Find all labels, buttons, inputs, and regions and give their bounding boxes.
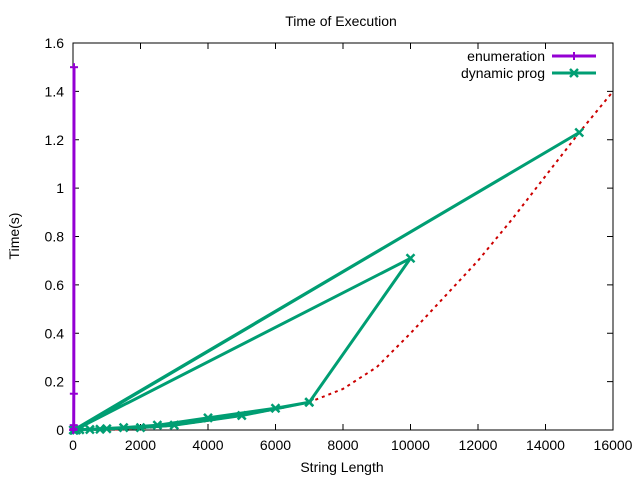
axis-ticks: 0 2000 4000 6000 8000 10000 12000 14000 16000 0 0.…	[45, 35, 633, 453]
series-enumeration	[69, 63, 79, 434]
plot-border	[72, 42, 614, 431]
chart-title: Time of Execution	[285, 13, 397, 29]
series-dynamic-prog	[68, 127, 585, 435]
y-tick-label: 0.6	[45, 277, 65, 293]
x-tick-label: 8000	[327, 437, 358, 453]
y-axis-label: Time(s)	[6, 213, 22, 260]
y-tick-label: 1.4	[45, 83, 65, 99]
data-point	[304, 397, 315, 408]
y-tick-label: 0	[56, 422, 64, 438]
x-axis-label: String Length	[300, 459, 383, 475]
legend-label: dynamic prog	[461, 65, 545, 81]
data-point	[135, 422, 146, 433]
series-line	[71, 67, 76, 432]
x-tick-label: 4000	[192, 437, 223, 453]
y-tick-label: 0.8	[45, 229, 65, 245]
data-point	[169, 420, 180, 431]
x-tick-label: 14000	[526, 437, 565, 453]
series-line	[72, 131, 581, 432]
data-point	[101, 423, 112, 434]
data-point	[118, 422, 129, 433]
y-tick-label: 0.4	[45, 325, 65, 341]
data-point	[574, 127, 585, 138]
x-tick-label: 16000	[594, 437, 633, 453]
data-point	[405, 253, 416, 264]
series-layer	[68, 63, 614, 435]
x-tick-label: 0	[69, 437, 77, 453]
x-tick-label: 6000	[260, 437, 291, 453]
data-point	[203, 413, 213, 423]
y-tick-label: 1.6	[45, 35, 65, 51]
fit-curve	[72, 90, 614, 431]
data-point	[152, 420, 163, 431]
plot-area	[72, 42, 614, 431]
data-point	[236, 410, 247, 421]
fit-line	[72, 90, 614, 431]
data-point	[569, 68, 579, 78]
data-point	[270, 403, 281, 414]
data-point	[95, 424, 105, 435]
legend-label: enumeration	[467, 48, 545, 64]
y-tick-label: 1	[56, 180, 64, 196]
x-tick-label: 2000	[125, 437, 156, 453]
y-tick-label: 1.2	[45, 132, 65, 148]
y-tick-label: 0.2	[45, 374, 65, 390]
x-tick-label: 12000	[459, 437, 498, 453]
x-tick-label: 10000	[391, 437, 430, 453]
data-point	[84, 424, 95, 435]
